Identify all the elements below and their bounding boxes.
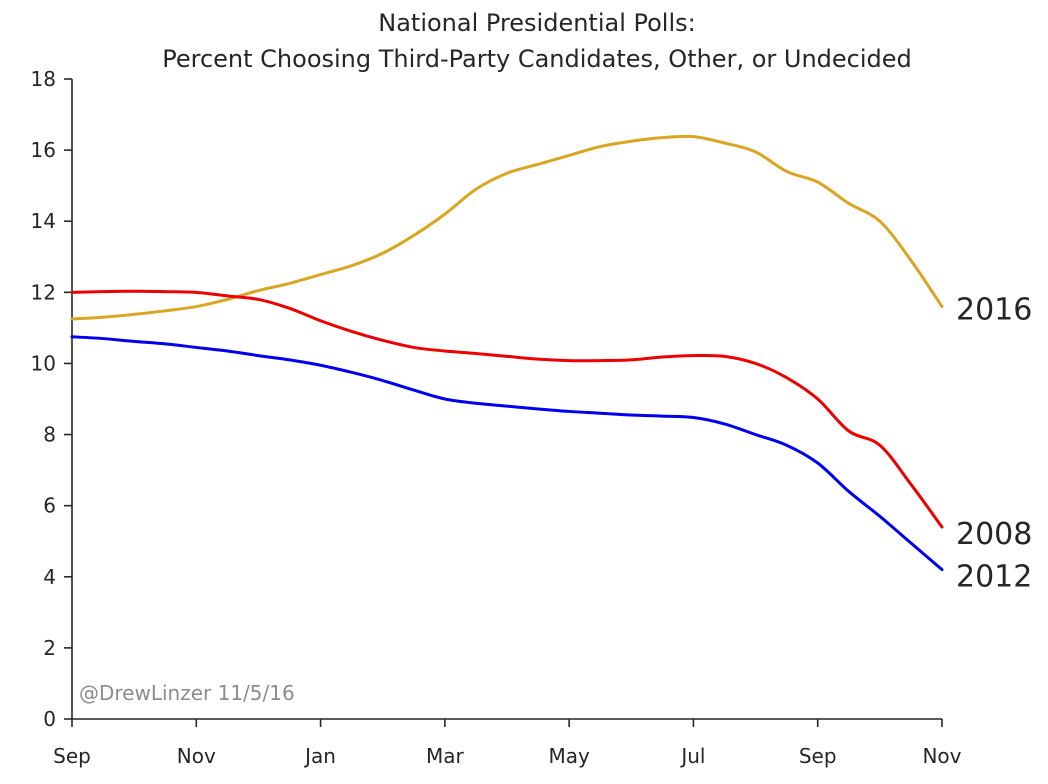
chart-title: National Presidential Polls: xyxy=(378,9,695,37)
x-tick-label: Sep xyxy=(53,744,91,768)
y-tick-label: 14 xyxy=(31,209,56,233)
y-tick-label: 4 xyxy=(43,565,56,589)
y-tick-label: 8 xyxy=(43,423,56,447)
series-line-2008 xyxy=(70,289,944,529)
series-label-2012: 2012 xyxy=(956,560,1032,595)
x-tick-label: Mar xyxy=(426,744,465,768)
chart-subtitle: Percent Choosing Third-Party Candidates,… xyxy=(162,45,912,73)
series-label-2008: 2008 xyxy=(956,517,1032,552)
y-tick-label: 2 xyxy=(43,636,56,660)
series-label-2016: 2016 xyxy=(956,293,1032,328)
x-tick-label: Nov xyxy=(177,744,216,768)
series-line-2016 xyxy=(70,134,944,321)
x-tick-label: May xyxy=(548,744,590,768)
credit-annotation: @DrewLinzer 11/5/16 xyxy=(79,681,295,705)
y-tick-label: 10 xyxy=(31,351,56,375)
y-tick-label: 0 xyxy=(43,707,56,731)
y-tick-label: 16 xyxy=(31,138,56,162)
y-tick-label: 6 xyxy=(43,494,56,518)
x-tick-label: Nov xyxy=(922,744,961,768)
x-tick-label: Jul xyxy=(679,744,705,768)
x-tick-label: Sep xyxy=(799,744,837,768)
series-labels: 2016 2008 2012 xyxy=(956,293,1032,595)
y-tick-label: 18 xyxy=(31,67,56,91)
series-line-2012 xyxy=(70,335,944,572)
x-axis: Sep Nov Jan Mar May Jul Sep Nov xyxy=(53,718,962,768)
series-lines xyxy=(70,134,944,572)
y-axis: 0 2 4 6 8 10 12 14 16 18 xyxy=(31,67,73,731)
x-tick-label: Jan xyxy=(303,744,336,768)
y-tick-label: 12 xyxy=(31,280,56,304)
